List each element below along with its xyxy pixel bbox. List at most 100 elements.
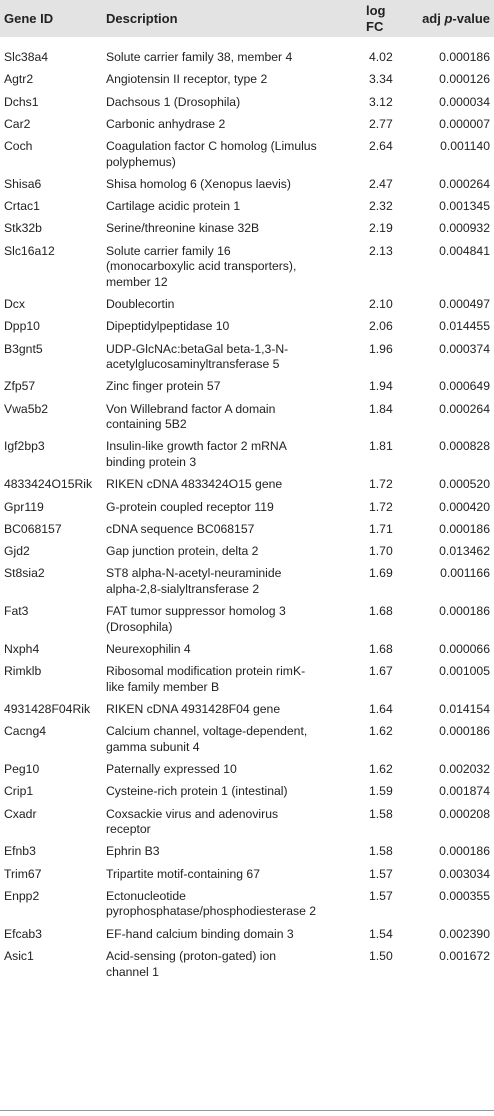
table-row: Enpp2 Ectonucleotide pyrophosphatase/phos… — [0, 886, 494, 924]
cell-gene-id: Crtac1 — [4, 199, 40, 214]
cell-log-fc: 1.70 — [369, 544, 393, 559]
cell-log-fc: 3.12 — [369, 94, 393, 109]
cell-gene-id: Slc16a12 — [4, 243, 55, 258]
cell-log-fc: 2.77 — [369, 116, 393, 131]
table-row: Trim67 Tripartite motif-containing 67 1.57… — [0, 863, 494, 885]
cell-gene-id: Enpp2 — [4, 888, 40, 903]
table-row: Car2 Carbonic anhydrase 2 2.77 0.000007 — [0, 113, 494, 135]
table-row: Peg10 Paternally expressed 10 1.62 0.002032 — [0, 759, 494, 781]
cell-description: Acid-sensing (proton-gated) ion channel … — [106, 949, 277, 979]
header-gene-id: Gene ID — [4, 10, 54, 26]
cell-adj-p-value: 0.000828 — [439, 439, 490, 454]
cell-description: Coagulation factor C homolog (Limulus po… — [106, 139, 317, 169]
cell-gene-id: Nxph4 — [4, 641, 40, 656]
cell-adj-p-value: 0.000374 — [439, 341, 490, 356]
table-row: Shisa6 Shisa homolog 6 (Xenopus laevis) 2.… — [0, 174, 494, 196]
cell-description: Cysteine-rich protein 1 (intestinal) — [106, 784, 288, 799]
cell-description: Neurexophilin 4 — [106, 641, 191, 656]
cell-log-fc: 1.68 — [369, 641, 393, 656]
cell-gene-id: Crip1 — [4, 784, 34, 799]
cell-adj-p-value: 0.000208 — [439, 806, 490, 821]
cell-gene-id: Vwa5b2 — [4, 401, 49, 416]
cell-gene-id: Asic1 — [4, 949, 34, 963]
cell-log-fc: 1.57 — [369, 888, 393, 903]
table-row: Coch Coagulation factor C homolog (Limulu… — [0, 136, 494, 174]
table-row: Stk32b Serine/threonine kinase 32B 2.19 0.0… — [0, 218, 494, 240]
cell-log-fc: 2.64 — [369, 139, 393, 154]
cell-adj-p-value: 0.001140 — [440, 139, 490, 154]
cell-description: Insulin-like growth factor 2 mRNA bindin… — [106, 439, 287, 469]
cell-adj-p-value: 0.000186 — [439, 50, 490, 64]
cell-description: Paternally expressed 10 — [106, 762, 237, 777]
table-row: Gpr119 G-protein coupled receptor 119 1.72… — [0, 496, 494, 518]
cell-log-fc: 1.84 — [369, 401, 393, 416]
table-row: Rimklb Ribosomal modification protein rim… — [0, 661, 494, 699]
cell-gene-id: Trim67 — [4, 866, 42, 881]
table-row: Crip1 Cysteine-rich protein 1 (intestinal… — [0, 781, 494, 803]
table-row: Cxadr Coxsackie virus and adenovirus rece… — [0, 803, 494, 841]
cell-log-fc: 1.50 — [369, 949, 393, 963]
cell-gene-id: BC068157 — [4, 521, 62, 536]
cell-description: Cartilage acidic protein 1 — [106, 199, 241, 214]
cell-log-fc: 1.62 — [369, 724, 393, 739]
table-row: BC068157 cDNA sequence BC068157 1.71 0.0001… — [0, 518, 494, 540]
cell-gene-id: Car2 — [4, 116, 31, 131]
cell-log-fc: 2.13 — [369, 243, 393, 258]
cell-description: Shisa homolog 6 (Xenopus laevis) — [106, 176, 291, 191]
gene-table: Gene ID Description log FC adj p-value S… — [0, 0, 494, 979]
cell-adj-p-value: 0.000932 — [439, 221, 490, 236]
table-row: Dpp10 Dipeptidylpeptidase 10 2.06 0.014455 — [0, 316, 494, 338]
cell-log-fc: 1.59 — [369, 784, 393, 799]
table-row: 4931428F04Rik RIKEN cDNA 4931428F04 gene 1… — [0, 699, 494, 721]
cell-gene-id: Igf2bp3 — [4, 439, 45, 454]
cell-adj-p-value: 0.000649 — [439, 379, 490, 394]
cell-gene-id: Agtr2 — [4, 72, 34, 87]
cell-adj-p-value: 0.003034 — [439, 866, 490, 881]
cell-description: Doublecortin — [106, 297, 175, 312]
cell-log-fc: 1.71 — [369, 521, 393, 536]
cell-description: RIKEN cDNA 4833424O15 gene — [106, 477, 283, 492]
cell-gene-id: St8sia2 — [4, 566, 45, 581]
cell-adj-p-value: 0.002390 — [439, 926, 490, 941]
table-row: Efnb3 Ephrin B3 1.58 0.000186 — [0, 841, 494, 863]
table-row: Crtac1 Cartilage acidic protein 1 2.32 0.00… — [0, 196, 494, 218]
table-row: 4833424O15Rik RIKEN cDNA 4833424O15 gene 1… — [0, 474, 494, 496]
table-row: Agtr2 Angiotensin II receptor, type 2 3.34… — [0, 69, 494, 91]
cell-adj-p-value: 0.000007 — [439, 116, 490, 131]
header-adj-p-prefix: adj — [422, 10, 445, 26]
header-log-fc: log FC — [366, 3, 386, 34]
cell-log-fc: 2.19 — [369, 221, 393, 236]
table-row: Nxph4 Neurexophilin 4 1.68 0.000066 — [0, 639, 494, 661]
table-row: Efcab3 EF-hand calcium binding domain 3 1.… — [0, 923, 494, 945]
cell-description: RIKEN cDNA 4931428F04 gene — [106, 701, 281, 716]
cell-gene-id: Efcab3 — [4, 926, 42, 941]
cell-gene-id: Rimklb — [4, 664, 42, 679]
cell-description: FAT tumor suppressor homolog 3 (Drosophi… — [106, 604, 286, 634]
cell-description: Carbonic anhydrase 2 — [106, 116, 226, 131]
header-row: Gene ID Description log FC adj p-value — [0, 0, 494, 37]
cell-log-fc: 1.81 — [369, 439, 393, 454]
cell-gene-id: Efnb3 — [4, 844, 36, 859]
header-adj-p-value: adj p-value — [398, 0, 494, 37]
cell-gene-id: Cxadr — [4, 806, 37, 821]
cell-description: Dipeptidylpeptidase 10 — [106, 319, 230, 334]
cell-gene-id: Gjd2 — [4, 544, 30, 559]
cell-description: Von Willebrand factor A domain containin… — [106, 401, 276, 432]
cell-gene-id: Dcx — [4, 297, 25, 312]
cell-adj-p-value: 0.013462 — [439, 544, 490, 559]
cell-adj-p-value: 0.000066 — [439, 641, 490, 656]
cell-adj-p-value: 0.014154 — [439, 701, 490, 716]
cell-description: Ephrin B3 — [106, 844, 160, 859]
cell-adj-p-value: 0.000034 — [439, 94, 490, 109]
cell-log-fc: 4.02 — [369, 50, 393, 64]
cell-log-fc: 1.64 — [369, 701, 393, 716]
cell-description: G-protein coupled receptor 119 — [106, 499, 274, 514]
cell-gene-id: Gpr119 — [4, 499, 44, 514]
cell-log-fc: 1.72 — [369, 499, 393, 514]
cell-adj-p-value: 0.000497 — [439, 297, 490, 312]
cell-gene-id: Slc38a4 — [4, 50, 49, 64]
cell-adj-p-value: 0.000186 — [439, 844, 490, 859]
cell-adj-p-value: 0.004841 — [439, 243, 490, 258]
cell-log-fc: 1.58 — [369, 844, 393, 859]
table-row: St8sia2 ST8 alpha-N-acetyl-neuraminide al… — [0, 563, 494, 601]
